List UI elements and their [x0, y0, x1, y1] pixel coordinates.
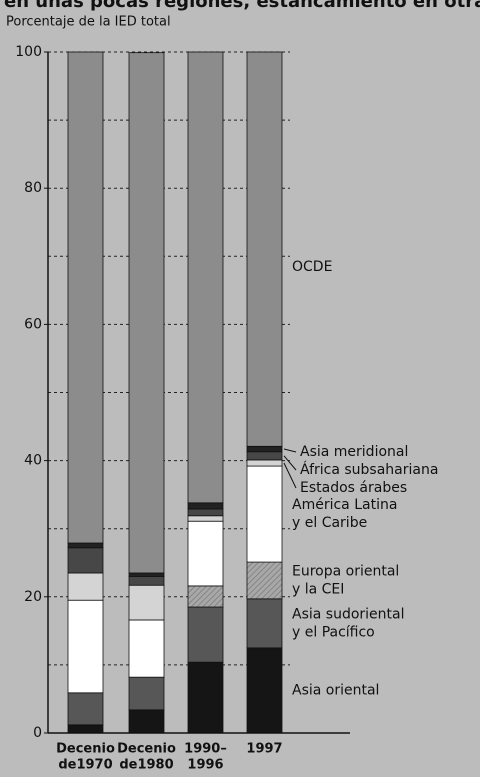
y-tick-label: 0	[33, 725, 42, 741]
legend-line: y el Pacífico	[292, 624, 375, 640]
legend-line: Europa oriental	[292, 563, 404, 579]
x-tick-label: de1980	[119, 758, 173, 773]
legend-label: Asia sudoriental y el Pacífico	[292, 606, 409, 640]
y-tick-label: 60	[24, 316, 42, 332]
bar-segment	[67, 547, 104, 574]
bar-segment	[128, 619, 165, 678]
bar-segment	[67, 724, 104, 734]
bar-segment	[128, 584, 165, 621]
legend-label: Estados árabes	[300, 480, 407, 496]
bar-segment	[187, 606, 224, 663]
bar-segment	[187, 51, 224, 504]
bar-segment	[187, 520, 224, 587]
bar-segment	[187, 515, 224, 522]
bar-segment	[128, 676, 165, 711]
legend-label: Asia meridional	[300, 444, 408, 460]
bar-segment	[128, 572, 165, 577]
legend-label: África subsahariana	[300, 461, 438, 478]
bar-segment	[67, 542, 104, 549]
legend-label: OCDE	[292, 259, 332, 275]
bar-segment	[128, 575, 165, 586]
y-tick-label: 80	[24, 180, 42, 196]
bar-segment	[246, 51, 283, 447]
bar-segment	[67, 692, 104, 726]
bar-segment	[246, 598, 283, 649]
bar-segment	[187, 508, 224, 517]
bar-segment	[67, 599, 104, 694]
legend-line: América Latina	[292, 497, 402, 513]
y-tick-label: 40	[24, 453, 42, 469]
bar-segment	[67, 51, 104, 544]
bar-segment	[246, 465, 283, 563]
bar-segment	[246, 561, 283, 600]
y-axis-label: Porcentaje de la IED total	[6, 15, 171, 30]
bar-segment	[187, 502, 224, 510]
legend-line: y la CEI	[292, 581, 344, 597]
bar-segment	[187, 661, 224, 734]
bar-segment	[187, 585, 224, 608]
leader-line	[283, 462, 297, 489]
chart-title: en unas pocas regiones, estancamiento en…	[4, 0, 480, 12]
legend-line: y el Caribe	[292, 515, 367, 531]
legend-line: Asia sudoriental	[292, 606, 409, 622]
bar-segment	[246, 451, 283, 461]
bar-segment	[246, 647, 283, 734]
legend-label: Europa oriental y la CEI	[292, 563, 404, 597]
x-tick-label: Decenio	[117, 742, 176, 757]
legend-label: Asia oriental	[292, 682, 379, 698]
x-tick-label: de1970	[58, 758, 112, 773]
y-tick-label: 100	[15, 44, 42, 60]
bar-segment	[67, 572, 104, 601]
y-tick-label: 20	[24, 589, 42, 605]
x-tick-label: 1997	[246, 742, 282, 757]
legend-label: América Latina y el Caribe	[292, 497, 402, 531]
leader-line	[283, 448, 297, 453]
bar-segment	[246, 445, 283, 453]
leader-line	[283, 455, 297, 471]
bar-segment	[128, 52, 165, 574]
bar-segment	[128, 709, 165, 734]
bar-segment	[246, 459, 283, 467]
x-tick-label: Decenio	[56, 742, 115, 757]
x-tick-label: 1990–	[184, 742, 227, 757]
x-tick-label: 1996	[187, 758, 223, 773]
